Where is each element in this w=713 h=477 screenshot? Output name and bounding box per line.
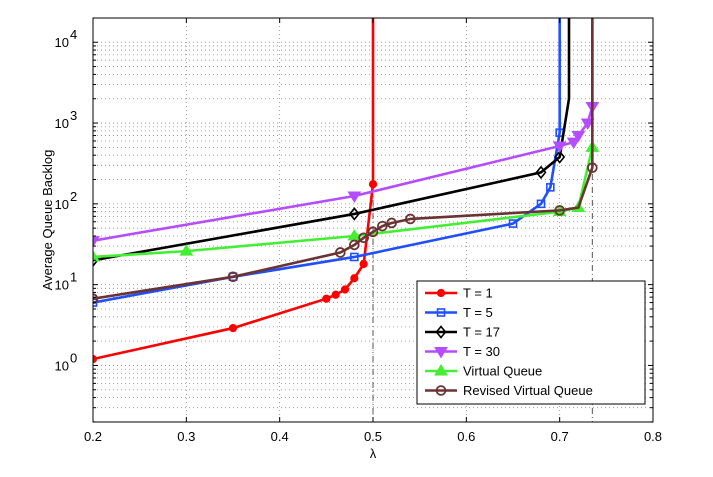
x-tick-label: 0.6 bbox=[457, 429, 475, 444]
data-point bbox=[436, 308, 446, 317]
data-point bbox=[93, 250, 100, 262]
data-point bbox=[331, 290, 340, 299]
y-tick-label: 104 bbox=[55, 27, 78, 50]
y-axis-label: Average Queue Backlog bbox=[40, 150, 55, 291]
legend-entry: T = 1 bbox=[425, 286, 493, 301]
data-point bbox=[552, 141, 567, 153]
x-tick-label: 0.7 bbox=[551, 429, 569, 444]
series-line bbox=[93, 18, 571, 262]
legend-label: T = 5 bbox=[463, 305, 493, 320]
y-tick-label-exponent: 4 bbox=[70, 27, 77, 42]
y-tick-label: 102 bbox=[55, 189, 78, 212]
data-point bbox=[434, 364, 448, 376]
series-line bbox=[93, 18, 375, 361]
y-tick-label-exponent: 1 bbox=[70, 270, 77, 285]
data-point bbox=[347, 191, 362, 203]
data-point bbox=[571, 131, 586, 143]
y-tick-label: 100 bbox=[55, 350, 78, 373]
legend-entry: Revised Virtual Queue bbox=[425, 383, 593, 398]
data-point bbox=[405, 213, 416, 225]
data-point bbox=[536, 199, 546, 209]
y-tick-label-base: 10 bbox=[55, 197, 69, 212]
data-point bbox=[359, 259, 368, 269]
data-point bbox=[508, 219, 518, 228]
legend-label: T = 1 bbox=[463, 286, 493, 301]
data-point bbox=[228, 323, 238, 333]
data-point bbox=[587, 162, 598, 174]
legend-label: T = 17 bbox=[463, 325, 500, 340]
y-tick-label-exponent: 2 bbox=[70, 189, 77, 204]
y-tick-label-base: 10 bbox=[55, 278, 69, 293]
data-point bbox=[436, 288, 446, 298]
data-point bbox=[227, 271, 239, 283]
data-point bbox=[435, 325, 447, 339]
series-1 bbox=[93, 18, 378, 364]
series-line bbox=[93, 18, 561, 304]
x-tick-label: 0.5 bbox=[364, 429, 382, 444]
data-point bbox=[93, 236, 100, 248]
x-tick-label: 0.4 bbox=[271, 429, 289, 444]
data-point bbox=[554, 205, 565, 216]
data-point bbox=[377, 220, 388, 232]
data-point bbox=[358, 232, 369, 244]
data-point bbox=[335, 247, 346, 258]
data-point bbox=[349, 239, 360, 251]
data-point bbox=[322, 294, 331, 303]
y-tick-label-base: 10 bbox=[55, 35, 69, 50]
data-point bbox=[554, 150, 566, 164]
legend-label: T = 30 bbox=[463, 344, 500, 359]
legend-box bbox=[416, 280, 646, 405]
legend-entry: Virtual Queue bbox=[425, 364, 542, 379]
data-point bbox=[368, 180, 378, 189]
y-tick-label-exponent: 3 bbox=[70, 108, 77, 123]
data-point bbox=[386, 217, 397, 229]
data-point bbox=[348, 207, 360, 221]
legend-entry: T = 17 bbox=[425, 325, 500, 340]
x-tick-label: 0.8 bbox=[644, 429, 662, 444]
data-point bbox=[350, 274, 359, 283]
y-tick-label: 101 bbox=[55, 270, 78, 293]
data-point bbox=[179, 244, 194, 256]
legend-label: Virtual Queue bbox=[463, 364, 542, 379]
data-point bbox=[535, 165, 547, 180]
series-6 bbox=[93, 18, 598, 304]
y-tick-label-base: 10 bbox=[55, 116, 69, 131]
y-tick-label: 103 bbox=[55, 108, 78, 131]
legend-label: Revised Virtual Queue bbox=[463, 383, 593, 398]
legend: T = 1 T = 5 T = 17 T = 30 Virtual Queue Revis… bbox=[416, 280, 646, 405]
x-axis-label: λ bbox=[370, 446, 377, 461]
data-point bbox=[350, 252, 359, 262]
series-group bbox=[93, 18, 600, 364]
data-point bbox=[367, 226, 379, 238]
x-tick-label: 0.3 bbox=[177, 429, 195, 444]
data-point bbox=[434, 347, 448, 359]
legend-entry: T = 30 bbox=[425, 344, 500, 359]
data-point bbox=[580, 118, 595, 131]
y-tick-label-base: 10 bbox=[55, 358, 69, 373]
legend-entry: T = 5 bbox=[425, 305, 493, 320]
data-point bbox=[546, 183, 555, 192]
data-point bbox=[566, 137, 581, 150]
data-point bbox=[93, 293, 99, 304]
data-point bbox=[435, 385, 447, 396]
data-point bbox=[340, 285, 350, 294]
x-tick-label: 0.2 bbox=[84, 429, 102, 444]
y-tick-label-exponent: 0 bbox=[70, 350, 77, 365]
